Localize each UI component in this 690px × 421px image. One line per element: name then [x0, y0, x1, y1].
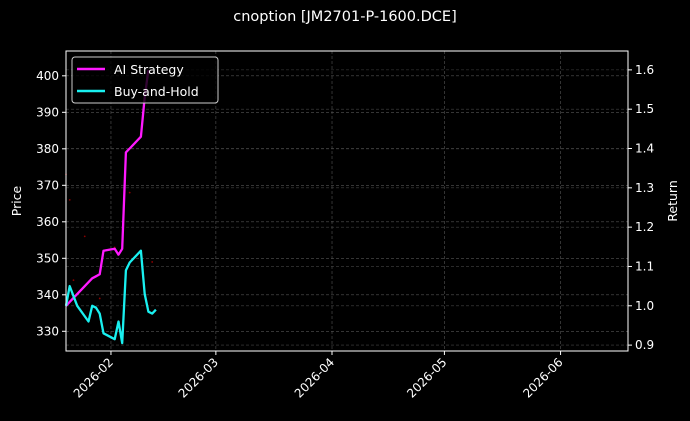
- y-right-tick-label: 0.9: [635, 338, 654, 352]
- legend-label-buy-and-hold: Buy-and-Hold: [114, 84, 199, 99]
- series-lines: [64, 69, 157, 345]
- price-point: [98, 297, 101, 300]
- y-left-tick-label: 400: [36, 69, 59, 83]
- y-left-tick-label: 370: [36, 178, 59, 192]
- price-point: [151, 261, 154, 263]
- x-tick-label: 2026-03: [176, 355, 221, 400]
- y-right-tick-label: 1.1: [635, 259, 654, 273]
- y-axis-right: 0.9 1.0 1.1 1.2 1.3 1.4 1.5 1.6: [628, 63, 654, 352]
- y-axis-left: 330 340 350 360 370 380 390 400: [36, 69, 66, 338]
- x-tick-label: 2026-02: [71, 355, 116, 400]
- y-right-tick-label: 1.6: [635, 63, 654, 77]
- legend-box: [71, 56, 219, 104]
- price-point: [68, 199, 71, 201]
- price-point: [83, 235, 86, 238]
- series-line-buy-and-hold: [64, 249, 157, 345]
- y-right-tick-label: 1.5: [635, 102, 654, 116]
- y-right-tick-label: 1.0: [635, 299, 654, 313]
- legend-label-ai-strategy: AI Strategy: [114, 62, 184, 77]
- price-point: [128, 191, 131, 194]
- y-left-tick-label: 360: [36, 215, 59, 229]
- y-left-tick-label: 350: [36, 251, 59, 265]
- y-axis-left-label: Price: [9, 185, 24, 216]
- plot-frame: [65, 50, 629, 352]
- series-line-ai-strategy: [65, 69, 150, 307]
- y-right-tick-label: 1.3: [635, 181, 654, 195]
- x-tick-label: 2026-04: [292, 355, 337, 400]
- chart-title: cnoption [JM2701-P-1600.DCE]: [233, 9, 457, 25]
- y-left-tick-label: 380: [36, 142, 59, 156]
- y-axis-right-label: Return: [665, 180, 680, 221]
- grid-lines: [66, 51, 628, 351]
- y-left-tick-label: 330: [36, 324, 59, 338]
- y-left-tick-label: 340: [36, 288, 59, 302]
- y-left-tick-label: 390: [36, 105, 59, 119]
- price-scatter: [65, 173, 154, 300]
- y-right-tick-label: 1.2: [635, 220, 654, 234]
- price-point: [72, 279, 75, 282]
- y-right-tick-label: 1.4: [635, 142, 654, 156]
- x-axis: 2026-02 2026-03 2026-04 2026-05 2026-06: [71, 351, 566, 401]
- x-tick-label: 2026-05: [404, 355, 449, 400]
- x-tick-label: 2026-06: [520, 355, 565, 400]
- legend: AI Strategy Buy-and-Hold: [71, 56, 219, 104]
